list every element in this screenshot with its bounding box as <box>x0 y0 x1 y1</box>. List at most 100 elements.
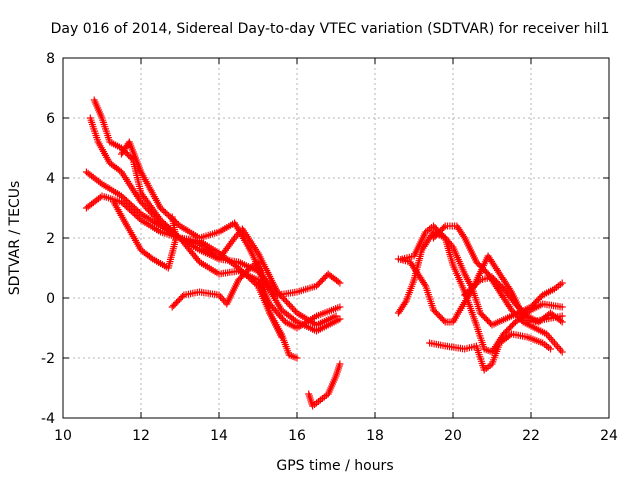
data-point <box>122 197 130 204</box>
data-point <box>131 204 138 212</box>
data-point <box>336 279 344 287</box>
series-track-8 <box>305 360 344 410</box>
data-point <box>168 213 176 221</box>
data-point <box>163 210 171 218</box>
data-point <box>134 207 142 215</box>
data-point <box>558 303 566 311</box>
data-point <box>533 297 541 305</box>
data-point <box>506 331 514 339</box>
data-point <box>277 333 285 341</box>
data-point <box>440 317 448 324</box>
data-point <box>118 192 125 200</box>
data-point <box>550 339 558 347</box>
data-point <box>318 276 326 284</box>
data-point <box>127 207 135 215</box>
y-tick-label: 6 <box>46 111 55 127</box>
data-point <box>503 327 511 335</box>
chart-title: Day 016 of 2014, Sidereal Day-to-day VTE… <box>51 21 610 37</box>
data-point <box>552 341 560 349</box>
data-point <box>470 282 478 290</box>
data-point <box>119 200 127 207</box>
data-point <box>494 279 502 287</box>
data-point <box>284 299 292 307</box>
x-tick-label: 10 <box>54 428 72 444</box>
data-point <box>124 204 132 212</box>
data-point <box>475 261 483 269</box>
data-point <box>165 212 173 219</box>
data-point <box>283 298 290 306</box>
data-point <box>134 213 142 221</box>
data-point <box>163 222 171 230</box>
data-point <box>121 201 129 209</box>
data-point <box>161 209 169 216</box>
data-point <box>135 209 143 216</box>
x-tick-label: 16 <box>288 428 306 444</box>
data-point <box>96 179 104 187</box>
data-point <box>289 304 296 312</box>
data-point <box>435 228 443 236</box>
data-point <box>131 210 138 218</box>
data-point <box>122 203 130 210</box>
data-point <box>245 266 253 273</box>
data-point <box>158 218 166 225</box>
data-point <box>160 219 168 227</box>
data-point <box>147 254 155 262</box>
x-axis-label: GPS time / hours <box>276 458 393 474</box>
series-track-12 <box>426 330 554 374</box>
y-tick-label: 0 <box>46 291 55 307</box>
data-point <box>557 317 564 325</box>
series-track-11 <box>398 222 566 356</box>
series-track-3 <box>86 114 344 332</box>
series-track-10 <box>394 228 566 329</box>
data-point <box>286 301 293 309</box>
data-point <box>472 281 480 288</box>
data-point <box>218 295 226 303</box>
data-point <box>401 299 409 307</box>
data-point <box>479 312 487 320</box>
data-point <box>475 278 483 285</box>
data-point <box>237 273 245 281</box>
data-point <box>132 206 140 213</box>
data-point <box>558 348 566 356</box>
data-point <box>460 232 468 240</box>
data-point <box>157 216 164 224</box>
y-axis-label: SDTVAR / TECUs <box>7 181 23 296</box>
data-point <box>118 198 125 206</box>
y-tick-label: -4 <box>41 411 55 427</box>
x-tick-label: 20 <box>444 428 462 444</box>
series-track-7 <box>168 258 285 341</box>
x-tick-label: 24 <box>600 428 618 444</box>
data-point <box>140 201 148 209</box>
data-point <box>435 312 443 320</box>
data-point <box>461 291 469 299</box>
series-track-4 <box>90 96 344 299</box>
data-point <box>547 345 554 353</box>
series-track-6 <box>110 198 180 272</box>
data-point <box>558 312 566 320</box>
data-point <box>160 207 168 215</box>
data-point <box>291 317 299 325</box>
data-point <box>513 312 521 320</box>
data-point <box>174 221 182 228</box>
data-point <box>121 195 129 203</box>
data-point <box>174 297 182 305</box>
data-point <box>469 284 476 291</box>
data-point <box>293 354 301 362</box>
data-point <box>161 221 169 228</box>
data-point <box>142 203 149 211</box>
data-point <box>546 334 554 342</box>
data-point <box>465 287 473 294</box>
data-point <box>126 200 134 207</box>
data-point <box>557 346 565 354</box>
series-track-5 <box>118 138 344 335</box>
data-point <box>119 194 127 201</box>
data-point <box>124 198 132 206</box>
plot-frame <box>62 57 610 419</box>
data-point <box>473 279 481 287</box>
x-tick-label: 14 <box>210 428 228 444</box>
x-tick-label: 18 <box>366 428 384 444</box>
data-point <box>287 303 295 310</box>
data-point <box>135 215 143 222</box>
